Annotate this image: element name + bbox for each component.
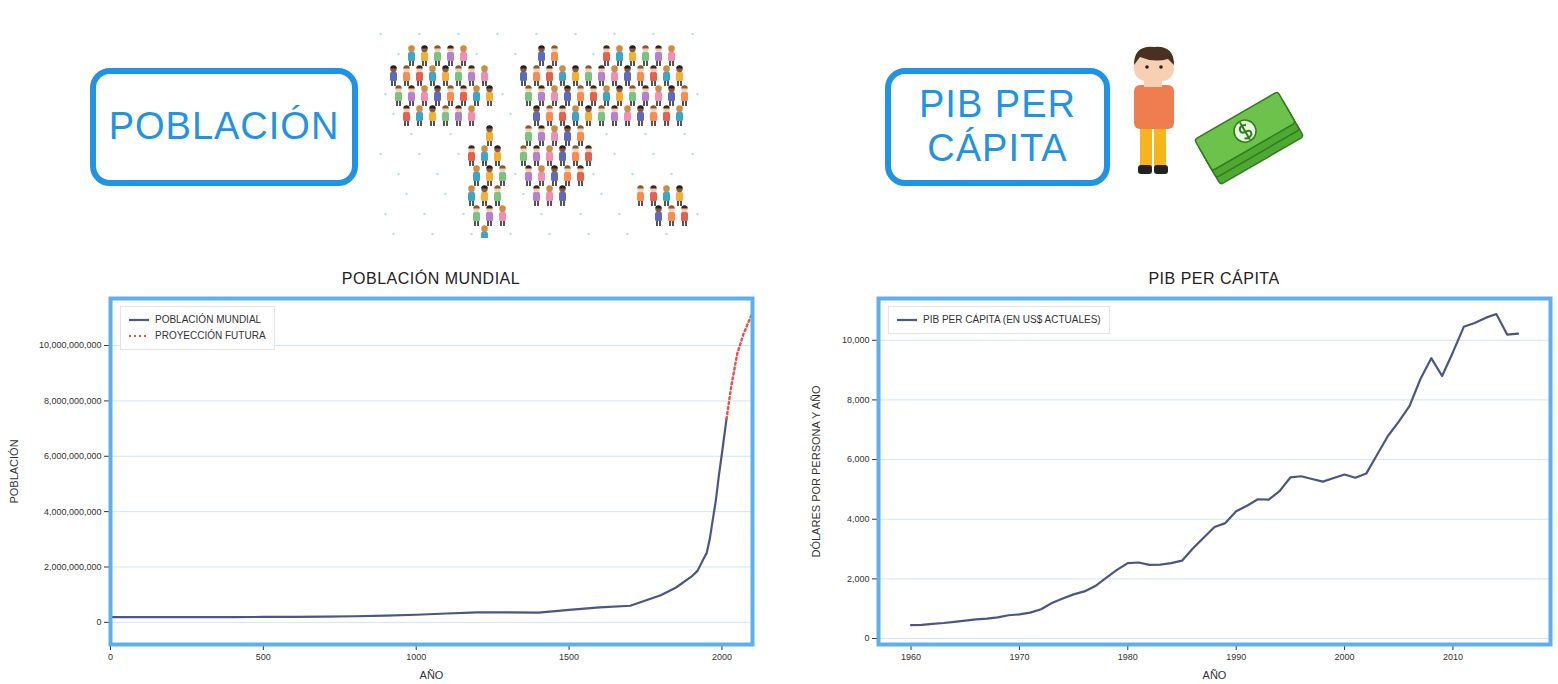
html-text:PIB PER CÁPITA: PIB PER CÁPITA bbox=[1148, 270, 1280, 287]
html-text:POBLACIÓN MUNDIAL: POBLACIÓN MUNDIAL bbox=[341, 270, 521, 287]
svg-text:0: 0 bbox=[108, 652, 113, 662]
svg-text:500: 500 bbox=[256, 652, 271, 662]
svg-text:2010: 2010 bbox=[1443, 652, 1463, 662]
svg-text:DÓLARES POR PERSONA Y AÑO: DÓLARES POR PERSONA Y AÑO bbox=[810, 385, 822, 557]
svg-text:8,000: 8,000 bbox=[847, 395, 870, 405]
html-text:POBLACIÓN MUNDIAL: POBLACIÓN MUNDIAL bbox=[155, 314, 262, 325]
svg-text:1990: 1990 bbox=[1226, 652, 1246, 662]
svg-text:6,000,000,000: 6,000,000,000 bbox=[44, 451, 102, 461]
svg-text:AÑO: AÑO bbox=[420, 669, 444, 681]
svg-text:10,000,000,000: 10,000,000,000 bbox=[39, 340, 102, 350]
html-text:POBLACIÓN: POBLACIÓN bbox=[108, 105, 340, 148]
svg-text:2000: 2000 bbox=[712, 652, 732, 662]
svg-text:4,000: 4,000 bbox=[847, 514, 870, 524]
svg-text:10,000: 10,000 bbox=[842, 335, 870, 345]
svg-text:2,000: 2,000 bbox=[847, 574, 870, 584]
svg-text:POBLACIÓN: POBLACIÓN bbox=[8, 439, 20, 503]
svg-text:1960: 1960 bbox=[901, 652, 921, 662]
html-text:PIB PER CÁPITA (EN US$ ACTUALE: PIB PER CÁPITA (EN US$ ACTUALES) bbox=[923, 314, 1101, 325]
html-text:PROYECCIÓN FUTURA: PROYECCIÓN FUTURA bbox=[155, 330, 266, 341]
svg-text:4,000,000,000: 4,000,000,000 bbox=[44, 507, 102, 517]
svg-text:0: 0 bbox=[96, 617, 101, 627]
svg-text:6,000: 6,000 bbox=[847, 454, 870, 464]
svg-text:2000: 2000 bbox=[1335, 652, 1355, 662]
svg-text:AÑO: AÑO bbox=[1203, 669, 1227, 681]
svg-text:1970: 1970 bbox=[1009, 652, 1029, 662]
svg-text:2,000,000,000: 2,000,000,000 bbox=[44, 562, 102, 572]
svg-text:1500: 1500 bbox=[559, 652, 579, 662]
svg-text:0: 0 bbox=[864, 633, 869, 643]
svg-text:1980: 1980 bbox=[1118, 652, 1138, 662]
svg-text:1000: 1000 bbox=[406, 652, 426, 662]
html-text:PIB PER CÁPITA: PIB PER CÁPITA bbox=[919, 83, 1076, 169]
svg-text:8,000,000,000: 8,000,000,000 bbox=[44, 396, 102, 406]
